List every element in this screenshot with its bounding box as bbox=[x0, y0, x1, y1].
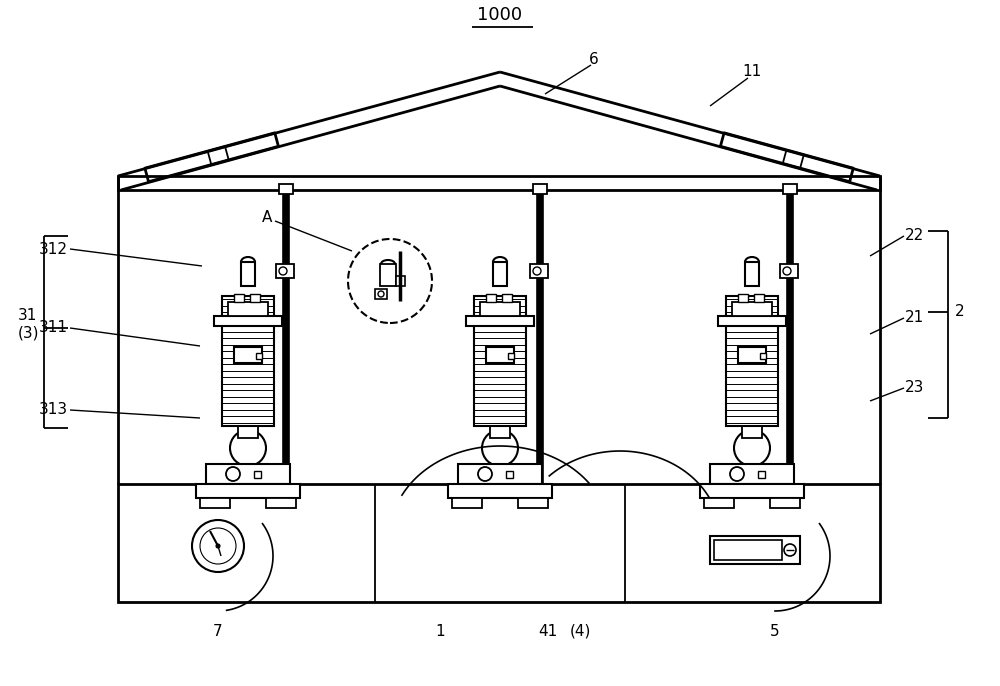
Bar bbox=[533, 184, 547, 194]
Bar bbox=[118, 176, 880, 190]
Bar bbox=[506, 471, 513, 478]
Bar bbox=[700, 484, 804, 498]
Bar bbox=[738, 346, 766, 362]
Bar bbox=[530, 264, 548, 278]
Text: 21: 21 bbox=[905, 311, 924, 325]
Text: 1: 1 bbox=[435, 624, 445, 639]
Text: 41: 41 bbox=[538, 624, 558, 639]
Circle shape bbox=[348, 239, 432, 323]
Text: 31: 31 bbox=[18, 309, 37, 324]
Circle shape bbox=[279, 267, 287, 275]
Bar bbox=[508, 353, 514, 359]
Circle shape bbox=[200, 528, 236, 564]
Circle shape bbox=[783, 267, 791, 275]
Bar bbox=[480, 302, 520, 316]
Bar bbox=[738, 294, 748, 302]
Text: (4): (4) bbox=[570, 624, 591, 639]
Circle shape bbox=[533, 267, 541, 275]
Bar bbox=[783, 184, 797, 194]
Bar bbox=[754, 294, 764, 302]
Text: 7: 7 bbox=[213, 624, 223, 639]
Text: 23: 23 bbox=[905, 381, 924, 396]
Bar bbox=[276, 264, 294, 278]
Text: 6: 6 bbox=[589, 53, 599, 67]
Bar bbox=[256, 353, 262, 359]
Bar bbox=[375, 289, 387, 299]
Text: 22: 22 bbox=[905, 228, 924, 244]
Text: 1000: 1000 bbox=[477, 6, 523, 24]
Bar bbox=[448, 484, 552, 498]
Text: 11: 11 bbox=[742, 64, 762, 80]
Bar bbox=[745, 262, 759, 286]
Text: A: A bbox=[262, 211, 272, 226]
Bar bbox=[254, 471, 261, 478]
Bar bbox=[234, 294, 244, 302]
Text: 313: 313 bbox=[39, 403, 68, 418]
Bar bbox=[486, 346, 514, 362]
Bar bbox=[486, 294, 496, 302]
Bar bbox=[742, 426, 762, 438]
Bar bbox=[474, 296, 526, 426]
Bar bbox=[118, 484, 880, 602]
Circle shape bbox=[226, 467, 240, 481]
Bar bbox=[196, 484, 300, 498]
Bar bbox=[518, 498, 548, 508]
Bar bbox=[266, 498, 296, 508]
Bar bbox=[714, 540, 782, 560]
Bar bbox=[758, 471, 765, 478]
Bar bbox=[228, 302, 268, 316]
Circle shape bbox=[730, 467, 744, 481]
Bar bbox=[710, 536, 800, 564]
Bar bbox=[502, 294, 512, 302]
Bar bbox=[250, 294, 260, 302]
Bar bbox=[718, 316, 786, 326]
Text: 2: 2 bbox=[955, 305, 965, 320]
Circle shape bbox=[378, 291, 384, 297]
Bar bbox=[279, 184, 293, 194]
Bar bbox=[770, 498, 800, 508]
Bar bbox=[200, 498, 230, 508]
Circle shape bbox=[734, 430, 770, 466]
Bar bbox=[380, 264, 396, 286]
Circle shape bbox=[216, 544, 220, 548]
Bar bbox=[206, 464, 290, 484]
Circle shape bbox=[230, 430, 266, 466]
Bar bbox=[214, 316, 282, 326]
Text: 311: 311 bbox=[39, 320, 68, 335]
Bar bbox=[780, 264, 798, 278]
Bar bbox=[458, 464, 542, 484]
Circle shape bbox=[192, 520, 244, 572]
Circle shape bbox=[482, 430, 518, 466]
Bar bbox=[241, 262, 255, 286]
Bar bbox=[466, 316, 534, 326]
Text: 312: 312 bbox=[39, 241, 68, 257]
Bar bbox=[234, 346, 262, 362]
Bar bbox=[238, 426, 258, 438]
Bar bbox=[396, 276, 405, 286]
Bar bbox=[490, 426, 510, 438]
Text: 5: 5 bbox=[770, 624, 780, 639]
Circle shape bbox=[784, 544, 796, 556]
Bar bbox=[710, 464, 794, 484]
Bar bbox=[704, 498, 734, 508]
Bar bbox=[732, 302, 772, 316]
Circle shape bbox=[478, 467, 492, 481]
Bar bbox=[493, 262, 507, 286]
Text: (3): (3) bbox=[18, 325, 40, 340]
Bar bbox=[726, 296, 778, 426]
Bar bbox=[760, 353, 766, 359]
Bar bbox=[222, 296, 274, 426]
Bar bbox=[452, 498, 482, 508]
